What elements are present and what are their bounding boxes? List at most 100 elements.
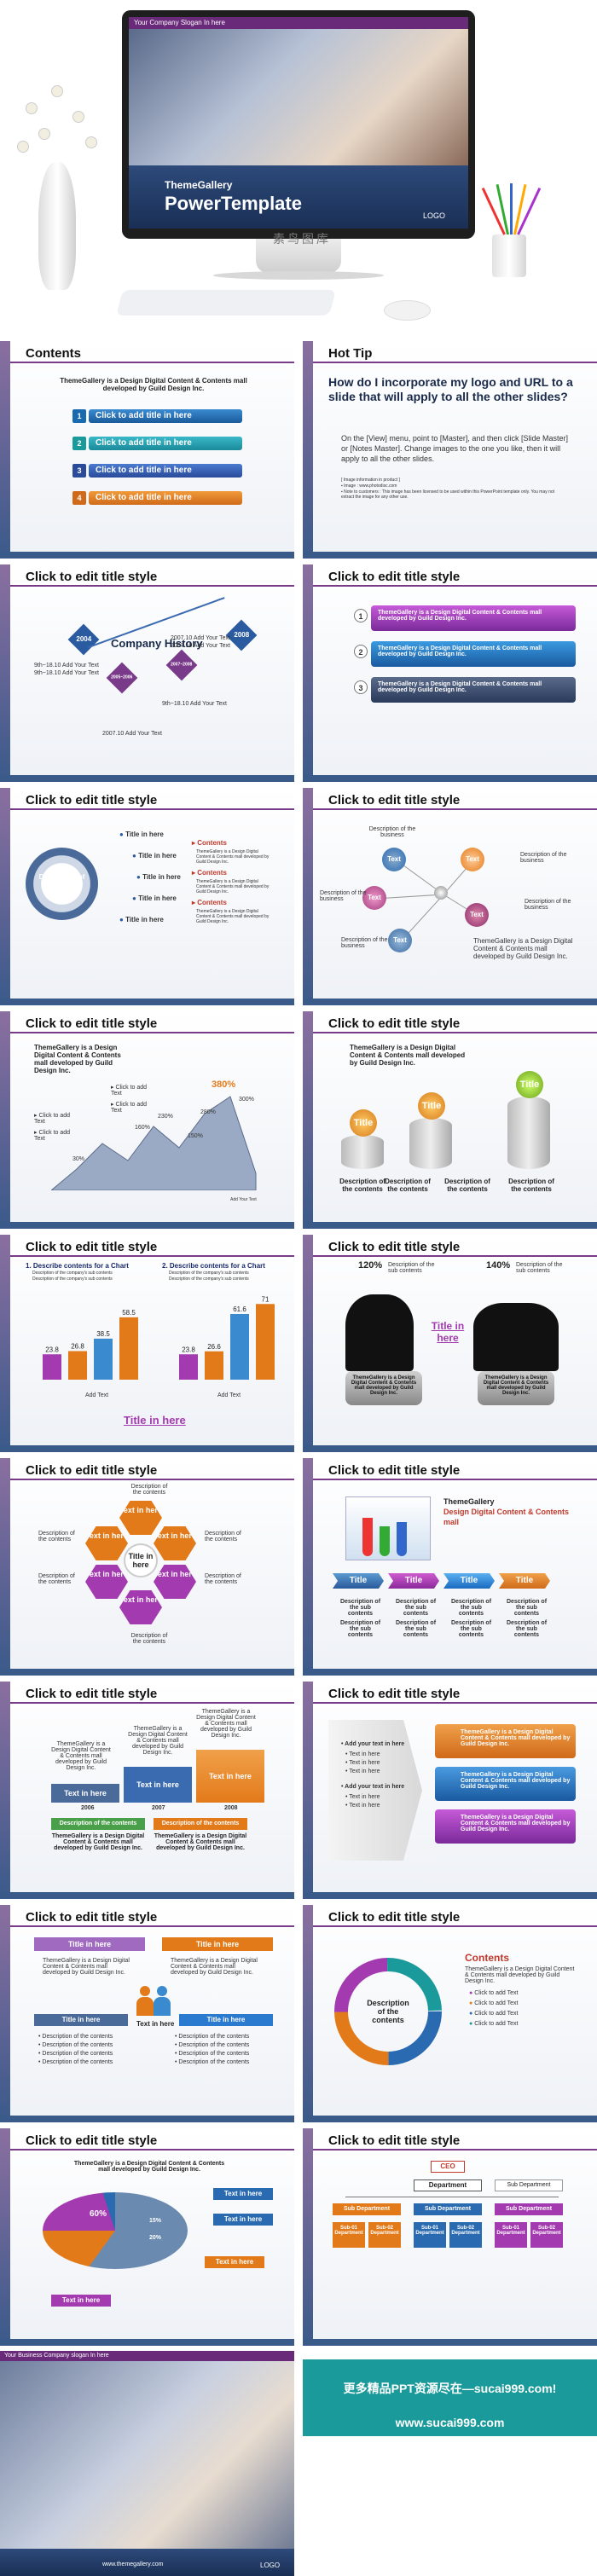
sphere-tag: Title xyxy=(516,1071,543,1098)
contents-item[interactable]: Click to add title in here xyxy=(89,437,242,450)
cylinder xyxy=(341,1135,384,1169)
node-desc: Description of the business xyxy=(520,852,567,864)
bar xyxy=(179,1354,198,1380)
history-text: Add Your Text xyxy=(189,701,227,707)
star-summary: ThemeGallery is a Design Digital Content… xyxy=(473,937,573,960)
sphere-tag: Title xyxy=(350,1109,377,1137)
slide-beakers: Click to edit title style ThemeGallery De… xyxy=(303,1458,597,1676)
number-badge: 3 xyxy=(72,464,86,478)
contents-item[interactable]: Click to add title in here xyxy=(89,464,242,478)
node-desc: Description of the business xyxy=(320,890,367,902)
slide-title: Click to edit title style xyxy=(328,1687,461,1701)
vase-image xyxy=(38,162,76,290)
chart-title: 2. Describe contents for a Chart xyxy=(162,1262,265,1270)
history-heading: Company History xyxy=(111,637,203,650)
ad-banner[interactable] xyxy=(303,2359,597,2436)
silhouette-pct: 140% xyxy=(486,1260,511,1271)
cylinder-desc: Description of the contents xyxy=(508,1178,554,1193)
contents-label: Contents xyxy=(197,899,227,906)
flower-icon xyxy=(85,136,97,148)
node-desc: Description of the business xyxy=(525,899,571,911)
hex-desc: Description of the contents xyxy=(130,1633,168,1645)
history-date: 9th~18.10 xyxy=(34,663,61,669)
step-label: Description of the contents xyxy=(154,1818,247,1830)
year-badge: 2007~2008 xyxy=(171,662,193,668)
sphere-tag: Title xyxy=(418,1092,445,1120)
chart-sub: Description of the company's sub content… xyxy=(169,1271,249,1276)
hex-segment: Text in here xyxy=(119,1590,162,1624)
contents-desc: ThemeGallery is a Design Digital Content… xyxy=(196,909,270,924)
pie-label: Text in here xyxy=(213,2214,273,2226)
beaker-desc: Description of the sub contents xyxy=(450,1599,492,1617)
mountain-chart xyxy=(51,1096,257,1190)
monitor-base xyxy=(213,271,384,280)
slide-people: Click to edit title style Title in here … xyxy=(0,1905,294,2122)
number-badge: 4 xyxy=(72,491,86,505)
footer-web[interactable]: www.themegallery.com xyxy=(102,2562,164,2567)
step-desc: ThemeGallery is a Design Digital Content… xyxy=(128,1726,188,1756)
ring-desc: ThemeGallery is a Design Digital Content… xyxy=(465,1966,575,1984)
org-leaf: Sub-02 Department xyxy=(530,2222,563,2248)
contents-item[interactable]: Click to add title in here xyxy=(89,409,242,423)
hex-desc: Description of the contents xyxy=(38,1531,75,1543)
slide-ring: Click to edit title style Description of… xyxy=(303,1905,597,2122)
history-text: Add Your Text xyxy=(61,670,99,676)
step-year: 2008 xyxy=(224,1805,238,1811)
fine-print: ▪ Note to customers : This image has bee… xyxy=(341,489,555,500)
step-year: 2007 xyxy=(152,1805,165,1811)
slide-desc: ThemeGallery is a Design Digital Content… xyxy=(34,1044,121,1074)
star-node: Text xyxy=(362,886,386,910)
arrow-item: Text in here xyxy=(349,1751,380,1757)
slide-title: Click to edit title style xyxy=(26,1016,158,1031)
cylinder-desc: Description of the contents xyxy=(385,1178,431,1193)
brand-name: ThemeGallery xyxy=(443,1497,495,1506)
chart-category: Add Text xyxy=(85,1392,109,1398)
chart-sub: Description of the company's sub content… xyxy=(32,1276,113,1282)
cylinder-desc: Description of the contents xyxy=(339,1178,385,1193)
pencil-cup xyxy=(492,234,526,277)
chart-bottom-title[interactable]: Title in here xyxy=(124,1414,186,1427)
hex-segment: Text in here xyxy=(154,1526,196,1560)
slide-hottip: Hot Tip How do I incorporate my logo and… xyxy=(303,341,597,559)
slide-title: Click to edit title style xyxy=(328,1910,461,1925)
pie-pct: 60% xyxy=(90,2209,107,2219)
bar-value: 71 xyxy=(262,1295,270,1303)
slide-title: Click to edit title style xyxy=(26,570,158,584)
star-node: Text xyxy=(465,903,489,927)
pie-chart xyxy=(43,2192,188,2269)
mountain-pct: 30% xyxy=(72,1156,85,1162)
node-desc: Description of the business xyxy=(368,826,416,838)
arrow-item: Text in here xyxy=(349,1768,380,1774)
arrow-item: Text in here xyxy=(349,1794,380,1800)
slide-title: Click to edit title style xyxy=(328,2133,461,2148)
ad-text[interactable]: 更多精品PPT资源尽在—sucai999.com! xyxy=(343,2382,557,2395)
arrow-item: Text in here xyxy=(349,1803,380,1809)
slide-title: Click to edit title style xyxy=(328,1240,461,1254)
fine-print: ▪ Image : www.photodisc.com xyxy=(341,483,397,489)
hottip-answer: On the [View] menu, point to [Master], a… xyxy=(341,434,568,463)
mountain-label: Click to add Text xyxy=(34,1113,71,1125)
slide-history: Click to edit title style Company Histor… xyxy=(0,564,294,782)
hex-segment: Text in here xyxy=(85,1565,128,1599)
ad-url[interactable]: www.sucai999.com xyxy=(395,2416,505,2429)
org-subdept: Sub Department xyxy=(495,2179,563,2191)
brand-emph: Design Digital Content & Contents mall xyxy=(443,1508,569,1526)
pie-label: Text in here xyxy=(51,2295,111,2307)
center-circle xyxy=(26,848,98,920)
bar-value: 26.6 xyxy=(207,1343,221,1351)
hex-segment: Text in here xyxy=(85,1526,128,1560)
contents-desc: ThemeGallery is a Design Digital Content… xyxy=(196,849,270,865)
hero-section: Your Company Slogan In here ThemeGallery… xyxy=(0,0,597,337)
org-leaf: Sub-01 Department xyxy=(414,2222,446,2248)
history-date: 2007.10 xyxy=(171,643,193,649)
circle-title: Title in here xyxy=(125,916,164,923)
mouse-image xyxy=(384,300,431,321)
silhouette-title[interactable]: Title in here xyxy=(431,1320,465,1344)
history-text: Add Your Text xyxy=(193,635,230,641)
pie-label: Text in here xyxy=(213,2188,273,2200)
watermark-text: 素鸟图库 xyxy=(273,232,331,246)
contents-item[interactable]: Click to add title in here xyxy=(89,491,242,505)
bar xyxy=(256,1304,275,1380)
beaker-desc: Description of the sub contents xyxy=(506,1620,548,1638)
bar xyxy=(230,1314,249,1380)
